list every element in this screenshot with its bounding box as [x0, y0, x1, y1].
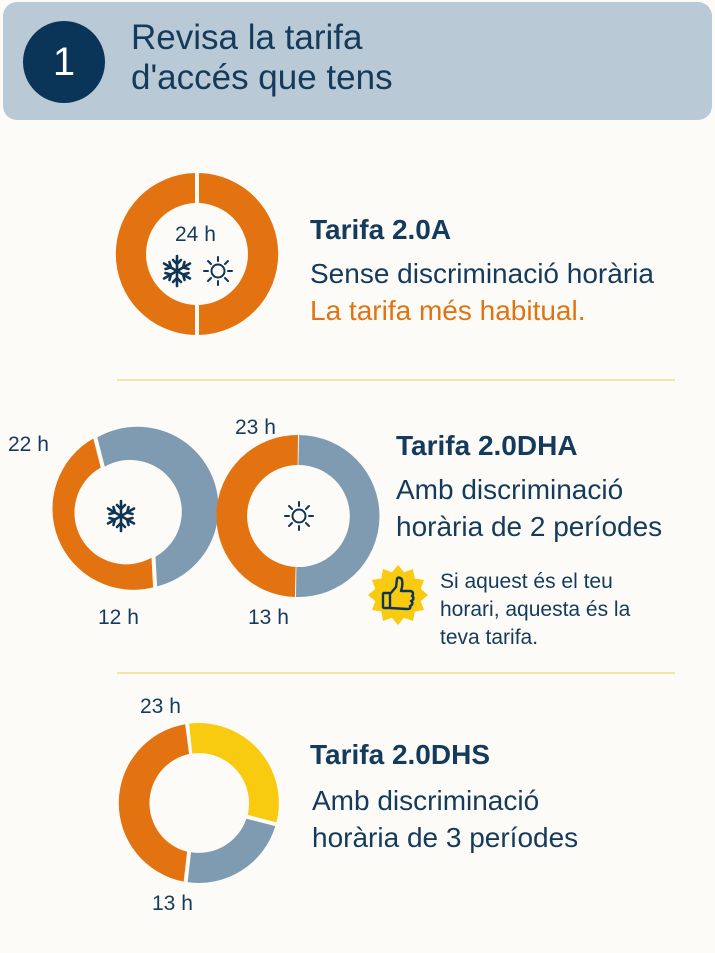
sun-icon — [284, 501, 314, 531]
ring-summer-peak-arc — [216, 435, 298, 597]
page-title: Revisa la tarifa d'accés que tens — [131, 18, 691, 98]
tariff-2-0dha-desc-line2: horària de 2 períodes — [396, 511, 663, 542]
ring-2-0dhs — [118, 723, 279, 883]
ring-2-0dha-winter — [52, 426, 219, 590]
tariff-2-0a-description: Sense discriminació horària La tarifa mé… — [310, 255, 654, 329]
ring-winter-offpeak-arc — [97, 426, 219, 587]
winter-start-label: 22 h — [8, 433, 49, 456]
tariff-2-0dhs-end-label: 13 h — [152, 892, 193, 915]
tip-line3: teva tarifa. — [440, 626, 539, 649]
tariff-2-0dhs-desc-line1: Amb discriminació — [312, 785, 540, 816]
ring-2-0a-left-half — [115, 173, 195, 335]
sun-icon — [203, 256, 233, 286]
ring-2-0dha-summer — [216, 435, 380, 598]
tariff-2-0a-name: Tarifa 2.0A — [310, 214, 452, 245]
ring-2-0a-label: 24 h — [175, 223, 216, 246]
ring-summer-offpeak-arc — [296, 435, 380, 598]
thumbs-up-icon — [368, 565, 428, 625]
ring-2-0a — [115, 173, 279, 335]
ring-winter-peak-arc — [52, 438, 154, 590]
tip-line2: horari, aquesta és la — [440, 598, 631, 621]
tariff-2-0dha-description: Amb discriminació horària de 2 períodes — [396, 471, 662, 545]
divider-1 — [117, 379, 675, 381]
tariff-2-0dha-desc-line1: Amb discriminació — [396, 474, 624, 505]
tariff-2-0dhs-description: Amb discriminació horària de 3 períodes — [312, 782, 578, 856]
ring-2-0dhs-peak-arc — [118, 724, 190, 882]
page-title-line1: Revisa la tarifa — [131, 18, 363, 57]
page-title-line2: d'accés que tens — [131, 58, 393, 97]
summer-end-label: 13 h — [248, 606, 289, 629]
tariff-2-0dhs-start-label: 23 h — [140, 695, 181, 718]
tariff-2-0dha-name: Tarifa 2.0DHA — [396, 430, 578, 461]
snowflake-icon — [162, 254, 192, 288]
winter-end-label: 12 h — [98, 606, 139, 629]
ring-2-0dhs-offpeak-arc — [187, 818, 276, 883]
ring-2-0dhs-supervalle-arc — [189, 723, 279, 823]
step-number-badge: 1 — [23, 21, 105, 103]
divider-2 — [117, 672, 675, 674]
tariff-2-0a-desc-line: Sense discriminació horària — [310, 258, 654, 289]
tariff-2-0dhs-desc-line2: horària de 3 períodes — [312, 822, 579, 853]
tip-message: Si aquest és el teu horari, aquesta és l… — [440, 568, 630, 652]
ring-2-0a-right-half — [199, 173, 279, 335]
tariff-2-0a-highlight: La tarifa més habitual. — [310, 295, 586, 326]
snowflake-icon — [106, 499, 136, 533]
tariff-2-0dhs-name: Tarifa 2.0DHS — [310, 739, 490, 770]
header-banner: 1 Revisa la tarifa d'accés que tens — [3, 2, 712, 120]
tip-line1: Si aquest és el teu — [440, 570, 613, 593]
summer-start-label: 23 h — [235, 416, 276, 439]
